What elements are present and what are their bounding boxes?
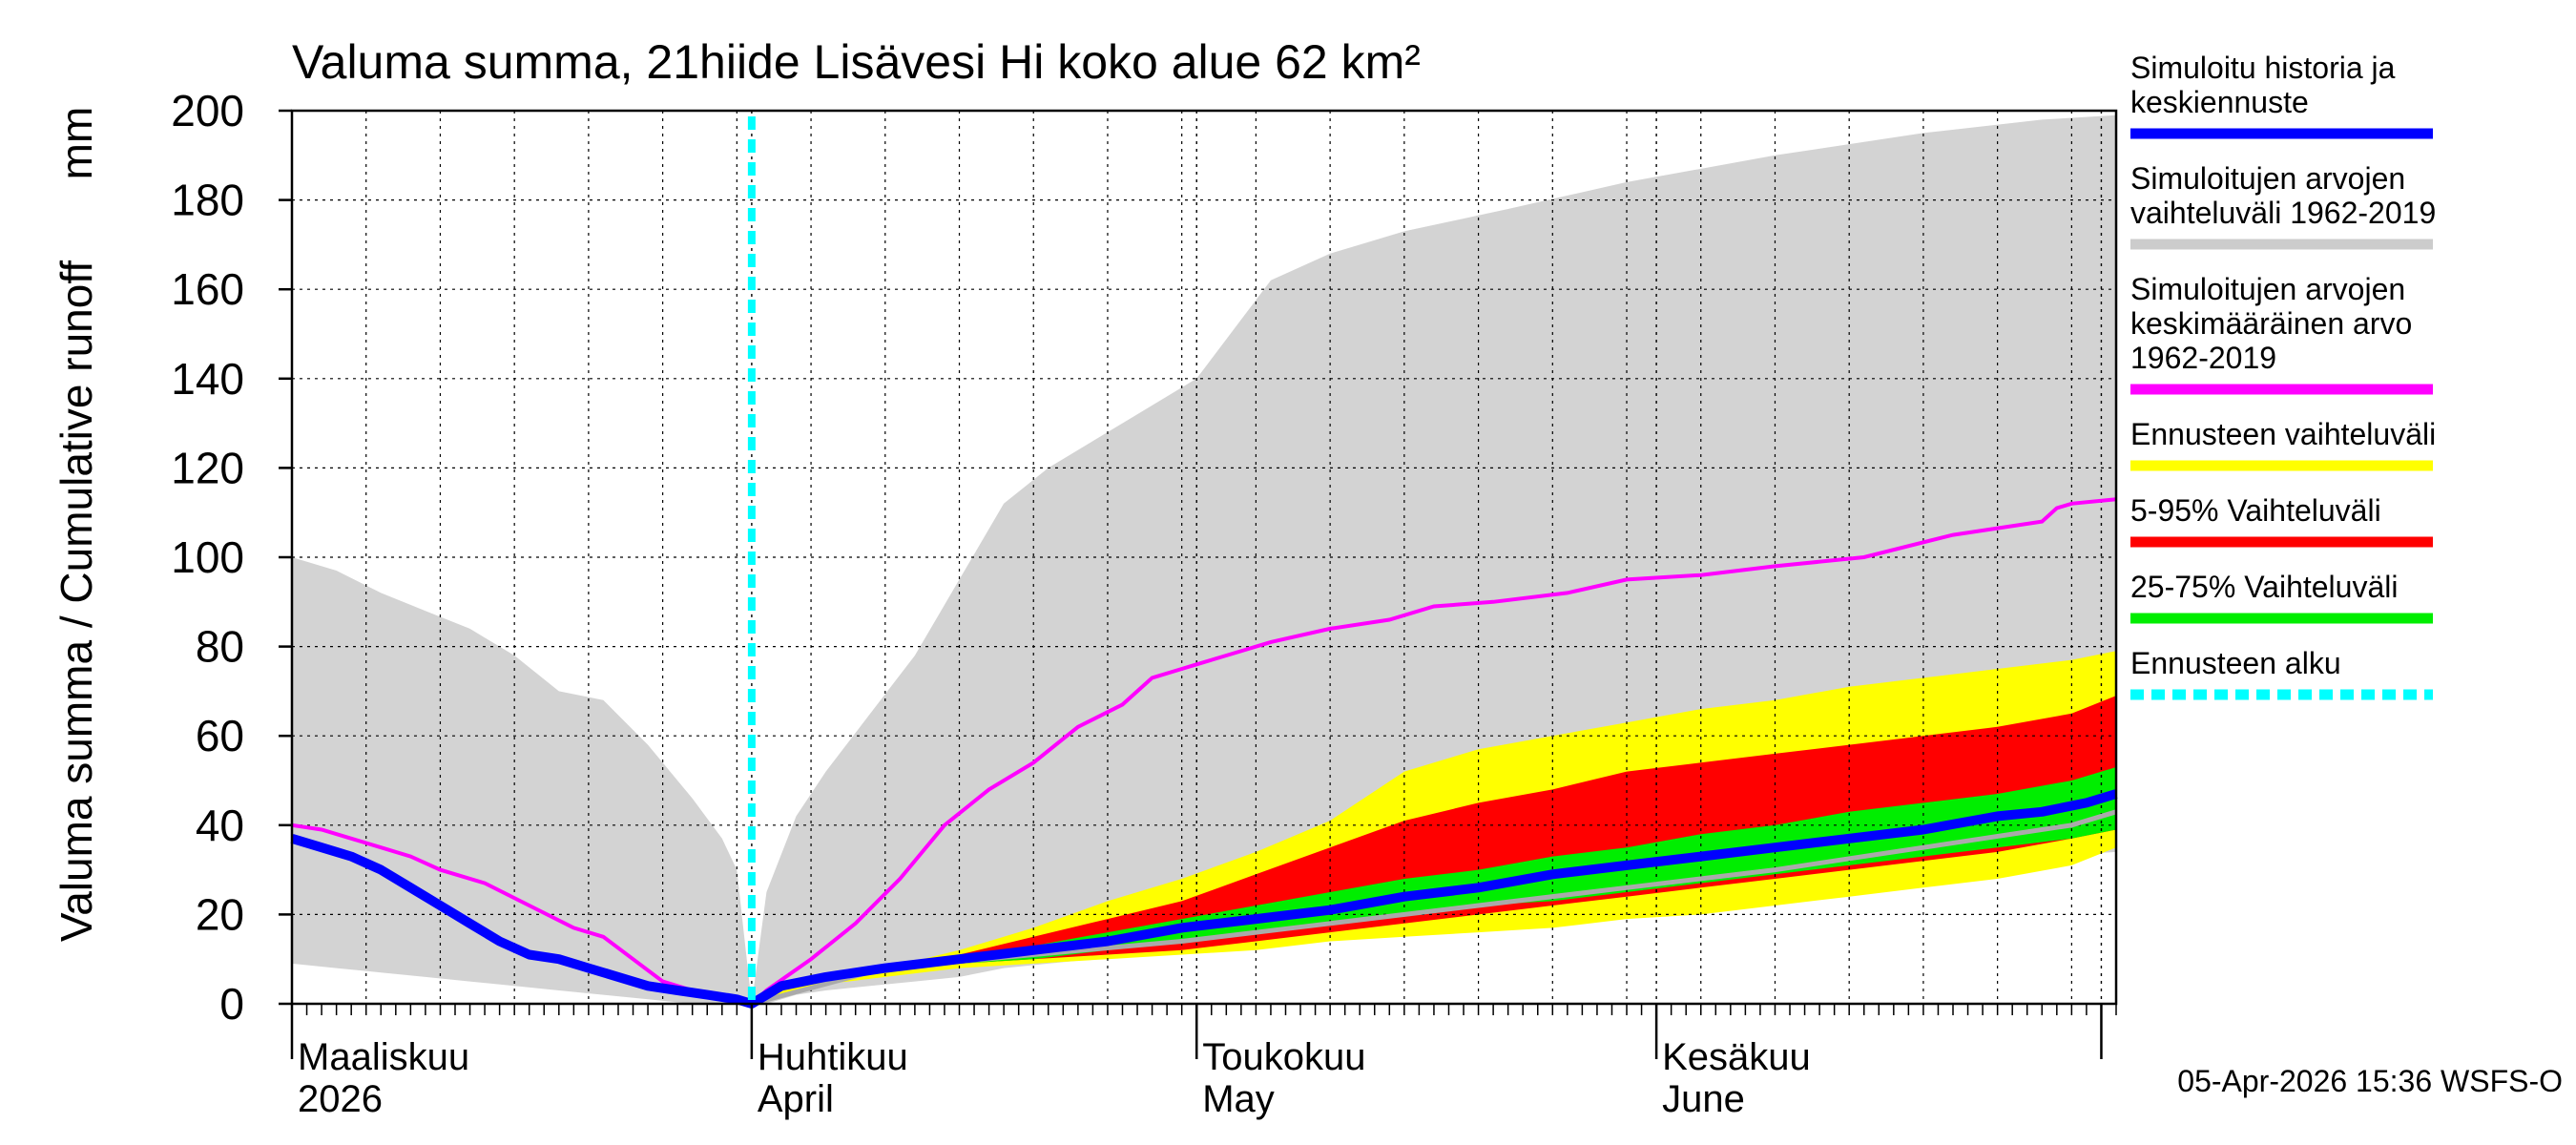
x-month-label-en: April — [758, 1078, 834, 1120]
y-tick-label: 60 — [196, 711, 244, 760]
legend-label: 5-95% Vaihteluväli — [2130, 493, 2381, 528]
range-5-95-band — [751, 696, 2116, 1004]
chart-title: Valuma summa, 21hiide Lisävesi Hi koko a… — [292, 35, 1421, 89]
series-lines — [290, 116, 2118, 1009]
legend-label: vaihteluväli 1962-2019 — [2130, 196, 2436, 230]
history-mean-line — [291, 497, 2117, 1007]
x-month-label-en: May — [1202, 1078, 1275, 1120]
legend-label: keskimääräinen arvo — [2130, 306, 2412, 341]
axes: 0 20 40 60 80 100 120 140 160 180 200 Maaliskuu2026… — [171, 86, 2117, 1120]
y-tick-label: 140 — [171, 354, 244, 404]
y-tick-label: 160 — [171, 264, 244, 314]
legend: Simuloitu historia jakeskiennusteSimuloi… — [2130, 51, 2436, 700]
legend-label: Simuloitujen arvojen — [2130, 161, 2405, 196]
y-axis-unit: mm — [52, 107, 101, 180]
x-month-label: Huhtikuu — [758, 1036, 908, 1078]
y-tick-label: 180 — [171, 176, 244, 225]
y-tick-label: 120 — [171, 443, 244, 492]
x-month-label: Kesäkuu — [1662, 1036, 1811, 1078]
timestamp: 05-Apr-2026 15:36 WSFS-O — [2177, 1064, 2563, 1098]
legend-item: Ennusteen vaihteluväli — [2130, 417, 2436, 471]
legend-label: Simuloitujen arvojen — [2130, 272, 2405, 306]
y-tick-label: 80 — [196, 622, 244, 672]
x-month-label: Toukokuu — [1202, 1036, 1365, 1078]
legend-label: 25-75% Vaihteluväli — [2130, 570, 2398, 604]
simulated-forecast-line — [290, 789, 2118, 1009]
y-tick-label: 100 — [171, 532, 244, 582]
legend-label: keskiennuste — [2130, 85, 2309, 119]
legend-item: 25-75% Vaihteluväli — [2130, 570, 2433, 624]
legend-label: Ennusteen vaihteluväli — [2130, 417, 2436, 451]
grid — [292, 111, 2116, 1004]
y-tick-label: 20 — [196, 889, 244, 939]
y-axis-label: Valuma summa / Cumulative runoff — [52, 260, 101, 942]
y-tick-label: 0 — [219, 979, 244, 1029]
legend-label: Simuloitu historia ja — [2130, 51, 2396, 85]
legend-label: Ennusteen alku — [2130, 646, 2341, 680]
legend-item: 5-95% Vaihteluväli — [2130, 493, 2433, 548]
legend-label: 1962-2019 — [2130, 341, 2276, 375]
y-tick-label: 40 — [196, 801, 244, 850]
y-tick-label: 200 — [171, 86, 244, 135]
x-month-label-en: June — [1662, 1078, 1745, 1120]
legend-item: Ennusteen alku — [2130, 646, 2433, 700]
x-month-label-en: 2026 — [298, 1078, 383, 1120]
x-month-label: Maaliskuu — [298, 1036, 469, 1078]
